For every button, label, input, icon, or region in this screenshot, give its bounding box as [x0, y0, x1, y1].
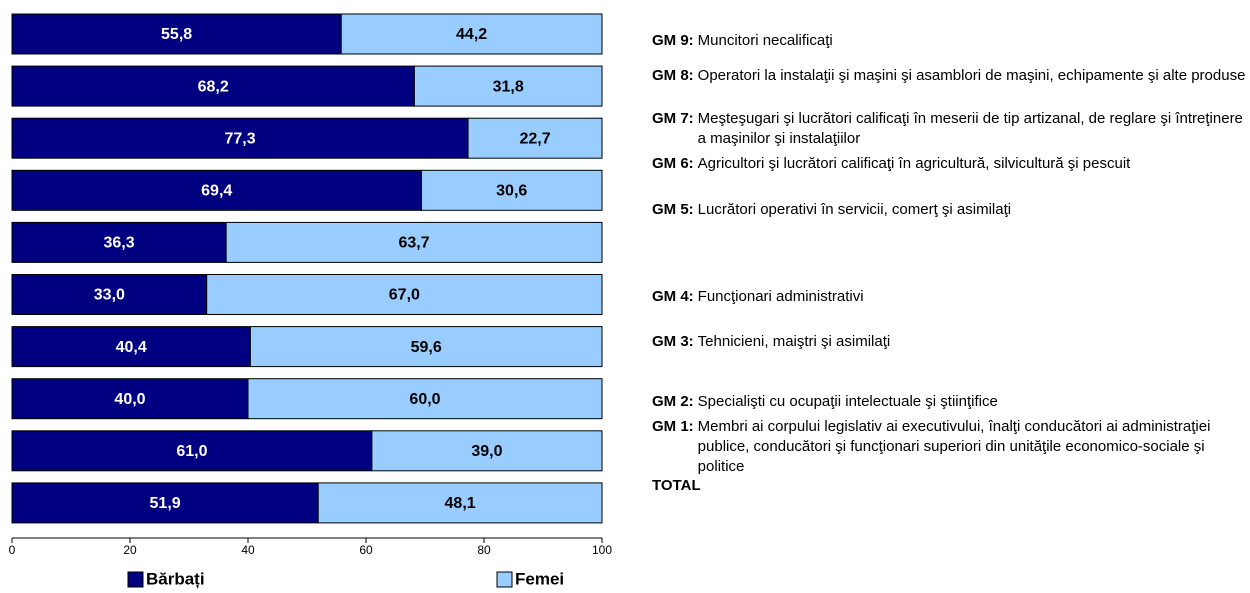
category-description: Muncitori necalificaţi [697, 32, 833, 49]
bar-segment [11, 274, 208, 315]
legend-label: Femei [515, 569, 564, 588]
data-label: 68,2 [198, 78, 229, 95]
data-label: 67,0 [389, 287, 420, 304]
bar-segment [467, 117, 603, 159]
category-code: GM 9: [652, 32, 694, 49]
bar-segment [11, 117, 469, 159]
bar-segment [11, 169, 422, 211]
category-label: GM 4: Funcţionari administrativi [652, 287, 1248, 307]
category-code: GM 6: [652, 155, 694, 172]
category-label: GM 8: Operatori la instalaţii şi maşini ş… [652, 66, 1248, 86]
bar-segment [11, 430, 373, 472]
bar-segment [225, 221, 603, 263]
category-label: TOTAL [652, 476, 1248, 496]
category-label: GM 6: Agricultori şi lucrători calificaţi… [652, 154, 1248, 174]
bar-segment [340, 13, 603, 55]
bar-segment [420, 169, 603, 211]
category-label: GM 1: Membri ai corpului legislativ ai ex… [652, 417, 1248, 477]
category-code: GM 1: [652, 418, 694, 435]
x-tick-label: 80 [477, 543, 491, 557]
category-description: Agricultori şi lucrători calificaţi în a… [697, 155, 1131, 172]
data-label: 69,4 [201, 183, 232, 200]
bar-segment [206, 274, 603, 315]
category-label: GM 9: Muncitori necalificaţi [652, 31, 1248, 51]
x-tick-label: 40 [241, 543, 255, 557]
data-label: 39,0 [471, 443, 502, 460]
data-label: 51,9 [150, 495, 181, 512]
category-label: GM 3: Tehnicieni, maiştri şi asimilaţi [652, 332, 1248, 352]
data-label: 59,6 [411, 339, 442, 356]
data-label: 40,0 [114, 391, 145, 408]
bar-segment [11, 482, 319, 524]
category-code: GM 4: [652, 288, 694, 305]
legend-swatch [496, 571, 513, 588]
category-description: Funcţionari administrativi [697, 288, 864, 305]
data-label: 48,1 [445, 495, 476, 512]
category-label: GM 2: Specialişti cu ocupaţii intelectual… [652, 392, 1248, 412]
category-code: GM 7: [652, 110, 694, 127]
category-code: GM 3: [652, 333, 694, 350]
bar-segment [317, 482, 603, 524]
bar-segment [247, 378, 603, 420]
legend-label: Bărbați [146, 569, 205, 588]
bar-segment [413, 65, 603, 107]
category-description: Tehnicieni, maiştri şi asimilaţi [697, 333, 891, 350]
bar-segment [371, 430, 603, 472]
category-description: Meşteşugari şi lucrători calificaţi în m… [697, 110, 1243, 147]
category-description: Membri ai corpului legislativ ai executi… [697, 418, 1211, 475]
category-label: GM 7: Meşteşugari şi lucrători calificaţi… [652, 109, 1248, 149]
data-label: 77,3 [224, 130, 255, 147]
category-description: Lucrători operativi în servicii, comerţ … [697, 201, 1012, 218]
data-label: 36,3 [104, 235, 135, 252]
category-code: GM 2: [652, 393, 694, 410]
x-tick-label: 100 [592, 543, 612, 557]
category-description: Specialişti cu ocupaţii intelectuale şi … [697, 393, 998, 410]
category-code: TOTAL [652, 477, 701, 494]
data-label: 55,8 [161, 26, 192, 43]
bar-segment [11, 221, 227, 263]
data-label: 60,0 [409, 391, 440, 408]
bar-segment [11, 326, 251, 368]
category-code: GM 8: [652, 67, 694, 84]
legend-swatch [127, 571, 144, 588]
data-label: 61,0 [176, 443, 207, 460]
bar-segment [11, 13, 342, 55]
data-label: 33,0 [94, 287, 125, 304]
data-label: 63,7 [399, 235, 430, 252]
data-label: 22,7 [519, 130, 550, 147]
x-tick-label: 20 [123, 543, 137, 557]
bar-segment [249, 326, 603, 368]
category-label: GM 5: Lucrători operativi în servicii, co… [652, 200, 1248, 220]
bar-segment [11, 65, 415, 107]
x-tick-label: 60 [359, 543, 373, 557]
data-label: 30,6 [496, 183, 527, 200]
category-code: GM 5: [652, 201, 694, 218]
x-tick-label: 0 [9, 543, 16, 557]
data-label: 40,4 [116, 339, 147, 356]
data-label: 44,2 [456, 26, 487, 43]
data-label: 31,8 [493, 78, 524, 95]
category-description: Operatori la instalaţii şi maşini şi asa… [697, 67, 1246, 84]
